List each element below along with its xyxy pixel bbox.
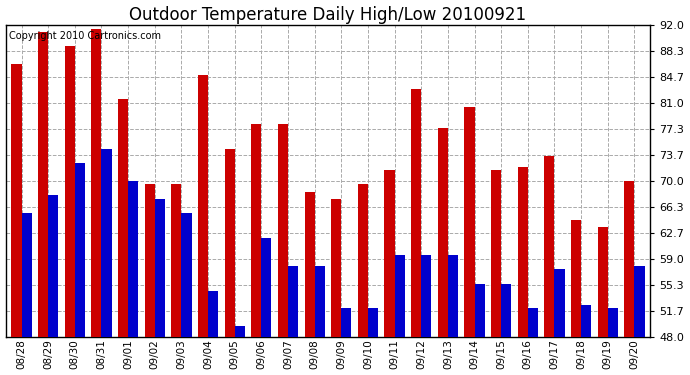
Bar xyxy=(501,284,511,337)
Bar xyxy=(304,192,315,337)
Bar xyxy=(422,255,431,337)
Bar xyxy=(342,309,351,337)
Bar xyxy=(475,284,484,337)
Bar xyxy=(634,266,644,337)
Bar xyxy=(395,255,405,337)
Bar xyxy=(91,28,101,337)
Bar xyxy=(528,309,538,337)
Bar xyxy=(448,255,458,337)
Bar xyxy=(128,181,138,337)
Bar xyxy=(251,124,262,337)
Bar xyxy=(331,199,342,337)
Text: Copyright 2010 Cartronics.com: Copyright 2010 Cartronics.com xyxy=(9,32,161,41)
Bar xyxy=(235,326,245,337)
Bar xyxy=(38,32,48,337)
Bar xyxy=(278,124,288,337)
Bar xyxy=(225,149,235,337)
Bar xyxy=(181,213,192,337)
Bar xyxy=(75,163,85,337)
Bar xyxy=(21,213,32,337)
Bar xyxy=(101,149,112,337)
Bar xyxy=(262,238,271,337)
Bar xyxy=(437,128,448,337)
Bar xyxy=(315,266,325,337)
Bar xyxy=(598,227,608,337)
Bar xyxy=(608,309,618,337)
Bar xyxy=(491,170,501,337)
Bar xyxy=(384,170,395,337)
Bar xyxy=(12,64,21,337)
Bar xyxy=(48,195,59,337)
Bar xyxy=(65,46,75,337)
Bar xyxy=(571,220,581,337)
Bar xyxy=(411,89,422,337)
Bar xyxy=(624,181,634,337)
Bar xyxy=(208,291,218,337)
Bar xyxy=(155,199,165,337)
Bar xyxy=(118,99,128,337)
Bar xyxy=(544,156,555,337)
Bar xyxy=(288,266,298,337)
Bar xyxy=(464,106,475,337)
Bar xyxy=(518,167,528,337)
Bar xyxy=(145,184,155,337)
Bar xyxy=(368,309,378,337)
Bar xyxy=(171,184,181,337)
Bar xyxy=(198,75,208,337)
Bar xyxy=(581,305,591,337)
Title: Outdoor Temperature Daily High/Low 20100921: Outdoor Temperature Daily High/Low 20100… xyxy=(130,6,526,24)
Bar xyxy=(555,270,564,337)
Bar xyxy=(358,184,368,337)
